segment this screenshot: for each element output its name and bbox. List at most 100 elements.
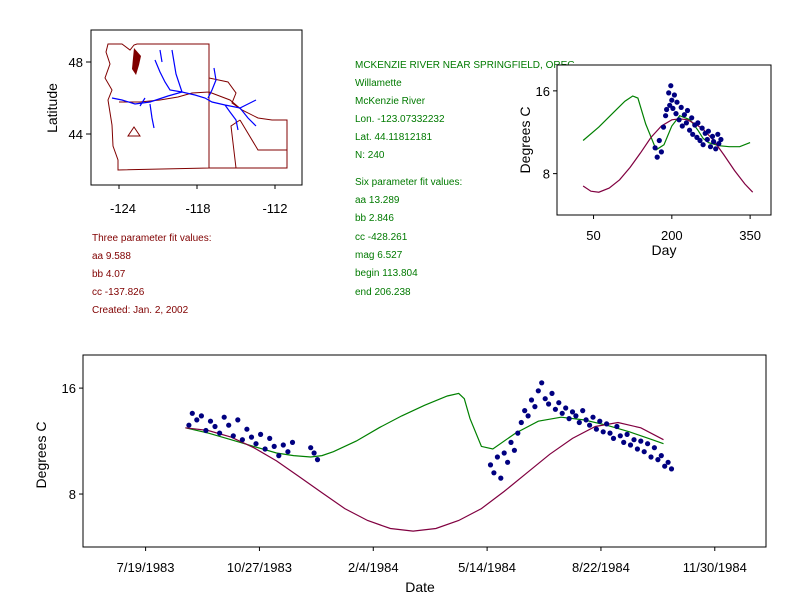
day-x-label: Day bbox=[652, 242, 677, 258]
day-data-point bbox=[673, 111, 679, 117]
date-data-point bbox=[244, 426, 250, 432]
location-map: 48 44 Latitude -124 -118 -112 bbox=[44, 29, 303, 216]
date-data-point bbox=[580, 408, 586, 414]
map-x-ticks bbox=[118, 185, 276, 189]
day-of-year-chart: 8 16 50 200 350 Degrees C Day bbox=[517, 64, 772, 258]
day-data-point bbox=[658, 149, 665, 155]
date-data-point bbox=[532, 404, 538, 410]
map-x-tick-112: -112 bbox=[262, 201, 287, 216]
date-data-point bbox=[634, 446, 641, 452]
six-param-begin: begin 113.804 bbox=[355, 268, 418, 279]
date-x-label: Date bbox=[405, 579, 435, 595]
date-fit-line-three_param bbox=[185, 421, 664, 532]
date-data-point bbox=[593, 426, 600, 432]
date-data-point bbox=[569, 409, 576, 415]
date-data-point bbox=[487, 462, 494, 468]
date-data-point bbox=[198, 413, 204, 419]
six-param-end: end 206.238 bbox=[355, 287, 411, 298]
date-data-point bbox=[221, 414, 227, 420]
date-data-point bbox=[314, 457, 321, 463]
date-data-point bbox=[655, 457, 661, 463]
day-data-point bbox=[681, 112, 688, 118]
day-data-point bbox=[667, 102, 673, 108]
day-x-tick-label: 200 bbox=[661, 228, 683, 243]
date-data-point bbox=[226, 422, 232, 428]
date-data-point bbox=[641, 449, 647, 455]
date-data-point bbox=[648, 454, 654, 460]
day-data-point bbox=[670, 105, 676, 111]
date-data-point bbox=[610, 435, 617, 441]
site-marker-triangle bbox=[127, 126, 141, 137]
day-data-point bbox=[716, 141, 722, 147]
date-x-tick-label: 5/14/1984 bbox=[458, 560, 516, 575]
date-data-point bbox=[253, 441, 259, 447]
day-data-point bbox=[699, 125, 705, 131]
date-data-point bbox=[542, 396, 548, 402]
day-y-label: Degrees C bbox=[517, 107, 533, 174]
date-data-point bbox=[576, 419, 582, 426]
day-data-point bbox=[697, 137, 703, 144]
day-data-point bbox=[718, 136, 724, 143]
date-data-point bbox=[662, 463, 668, 469]
date-data-point bbox=[559, 410, 565, 416]
date-data-point bbox=[491, 470, 497, 476]
map-y-tick-44: 44 bbox=[69, 127, 83, 142]
map-y-label: Latitude bbox=[44, 83, 60, 133]
date-data-point bbox=[311, 450, 317, 456]
date-data-point bbox=[604, 421, 610, 427]
three-param-panel: Three parameter fit values: aa 9.588 bb … bbox=[92, 233, 212, 316]
date-data-point bbox=[217, 430, 223, 436]
three-param-aa: aa 9.588 bbox=[92, 251, 131, 262]
date-data-point bbox=[494, 454, 500, 460]
day-data-point bbox=[705, 128, 712, 134]
day-data-point bbox=[663, 113, 669, 119]
date-data-point bbox=[587, 422, 593, 428]
day-y-tick-label: 8 bbox=[543, 167, 550, 182]
map-x-tick-124: -124 bbox=[110, 201, 136, 216]
date-data-point bbox=[515, 430, 521, 436]
map-y-tick-48: 48 bbox=[69, 55, 83, 70]
six-param-cc: cc -428.261 bbox=[355, 232, 408, 243]
date-data-point bbox=[627, 442, 634, 448]
river-network bbox=[111, 49, 257, 131]
day-data-point bbox=[666, 90, 672, 96]
date-data-point bbox=[528, 397, 535, 403]
day-data-point bbox=[704, 136, 710, 143]
day-data-point bbox=[715, 131, 721, 137]
day-data-point bbox=[674, 99, 680, 105]
date-data-point bbox=[563, 405, 569, 411]
day-data-point bbox=[690, 131, 696, 137]
date-data-point bbox=[518, 419, 524, 426]
date-x-tick-label: 7/19/1983 bbox=[117, 560, 175, 575]
date-data-point bbox=[511, 447, 517, 453]
date-data-point bbox=[212, 423, 218, 430]
date-data-point bbox=[230, 433, 236, 439]
day-data-point bbox=[713, 146, 719, 152]
date-x-tick-label: 2/4/1984 bbox=[348, 560, 399, 575]
date-data-point bbox=[573, 413, 579, 419]
site-info-panel: MCKENZIE RIVER NEAR SPRINGFIELD, OREG. W… bbox=[355, 60, 578, 298]
day-data-point bbox=[660, 124, 667, 130]
date-data-point bbox=[552, 406, 559, 412]
date-data-point bbox=[645, 441, 651, 447]
map-frame bbox=[90, 29, 303, 186]
day-data-point bbox=[678, 104, 684, 110]
date-chart-frame bbox=[82, 354, 767, 548]
date-x-tick-label: 8/22/1984 bbox=[572, 560, 630, 575]
date-data-point bbox=[600, 429, 606, 435]
date-data-point bbox=[308, 445, 314, 451]
date-data-point bbox=[597, 418, 603, 424]
date-data-point bbox=[276, 453, 282, 459]
site-name: MCKENZIE RIVER NEAR SPRINGFIELD, OREG. bbox=[355, 60, 578, 71]
day-data-point bbox=[652, 145, 658, 151]
day-chart-marks: 8 16 50 200 350 bbox=[536, 83, 761, 243]
day-data-point bbox=[711, 139, 717, 145]
six-param-bb: bb 2.846 bbox=[355, 213, 394, 224]
six-param-aa: aa 13.289 bbox=[355, 195, 400, 206]
map-y-ticks bbox=[86, 61, 91, 135]
date-data-point bbox=[194, 417, 200, 423]
day-data-point bbox=[700, 142, 706, 148]
day-x-tick-label: 350 bbox=[739, 228, 761, 243]
day-data-point bbox=[695, 120, 701, 126]
